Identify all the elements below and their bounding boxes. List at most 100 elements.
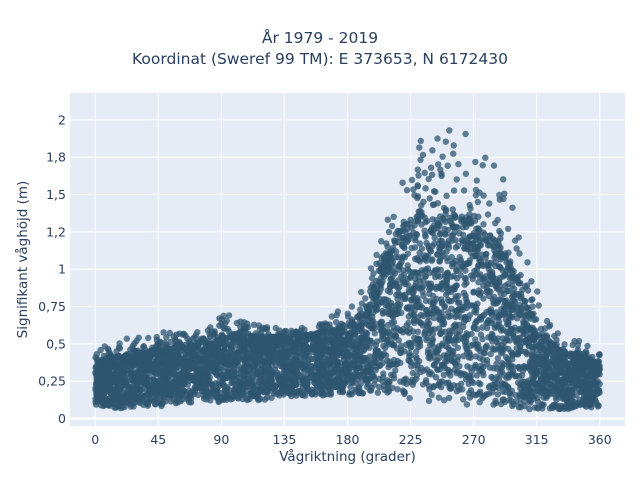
scatter-point (501, 190, 508, 197)
scatter-point (156, 347, 163, 355)
scatter-point (493, 285, 500, 292)
scatter-point (463, 330, 470, 337)
scatter-point (515, 308, 522, 315)
scatter-point (408, 176, 416, 184)
scatter-point (480, 221, 487, 228)
scatter-point (442, 273, 449, 280)
scatter-point (163, 334, 170, 341)
scatter-point (412, 218, 419, 225)
scatter-point (426, 341, 434, 349)
scatter-point (528, 278, 535, 285)
scatter-point (533, 387, 540, 395)
scatter-point (390, 213, 397, 220)
scatter-point (453, 330, 460, 338)
scatter-point (228, 387, 236, 394)
scatter-point (479, 324, 486, 331)
scatter-point (562, 351, 569, 358)
scatter-point (93, 379, 100, 387)
scatter-point (400, 243, 408, 250)
scatter-point (442, 231, 449, 238)
scatter-point (423, 257, 430, 264)
scatter-point (128, 390, 135, 397)
scatter-point (413, 354, 420, 361)
scatter-point (408, 343, 415, 350)
scatter-point (338, 320, 345, 327)
scatter-point (499, 253, 506, 261)
scatter-point (452, 295, 459, 302)
scatter-point (463, 236, 470, 244)
scatter-point (167, 391, 174, 399)
scatter-point (428, 391, 435, 399)
scatter-point (482, 154, 489, 161)
scatter-point (496, 227, 503, 235)
scatter-point (512, 392, 519, 399)
scatter-point (407, 273, 415, 280)
scatter-point (515, 363, 522, 371)
scatter-point (98, 371, 105, 378)
scatter-point (415, 172, 422, 179)
scatter-point (145, 334, 152, 342)
scatter-point (465, 349, 473, 356)
scatter-point (373, 251, 380, 259)
scatter-point (117, 404, 124, 412)
scatter-point (203, 382, 210, 389)
scatter-point (326, 386, 333, 394)
scatter-point (504, 225, 512, 233)
scatter-point (462, 170, 470, 177)
scatter-point (454, 357, 461, 364)
scatter-point (425, 242, 432, 250)
scatter-point (510, 368, 517, 375)
scatter-point (310, 340, 317, 347)
scatter-point (465, 315, 472, 323)
scatter-point (454, 242, 461, 249)
scatter-point (436, 222, 443, 230)
scatter-point (182, 332, 189, 339)
scatter-point (380, 335, 387, 342)
scatter-point (479, 394, 486, 402)
scatter-point (440, 352, 448, 359)
scatter-point (422, 185, 429, 192)
scatter-point (521, 402, 529, 410)
scatter-point (337, 330, 344, 337)
scatter-point (272, 324, 279, 332)
scatter-point (435, 161, 442, 168)
scatter-point (400, 271, 408, 278)
scatter-point (477, 348, 484, 355)
scatter-point (150, 364, 157, 371)
scatter-point (301, 337, 308, 344)
scatter-point (388, 371, 395, 378)
scatter-point (382, 296, 390, 303)
scatter-point (408, 297, 415, 304)
scatter-point (509, 204, 516, 211)
scatter-point (492, 397, 499, 404)
chart-subtitle: Koordinat (Sweref 99 TM): E 373653, N 61… (132, 50, 508, 68)
scatter-point (366, 301, 373, 308)
scatter-point (406, 395, 413, 402)
scatter-point (382, 301, 389, 309)
scatter-point (546, 380, 554, 388)
scatter-point (596, 380, 603, 388)
scatter-point (474, 391, 481, 398)
scatter-point (346, 391, 353, 398)
scatter-point (569, 341, 576, 349)
scatter-point (434, 135, 441, 142)
scatter-point (283, 373, 290, 380)
scatter-point (240, 375, 247, 382)
scatter-point (414, 194, 421, 202)
scatter-point (248, 369, 255, 377)
scatter-point (379, 265, 386, 272)
scatter-point (380, 326, 387, 334)
scatter-point (417, 311, 425, 319)
scatter-point (403, 187, 411, 194)
scatter-point (483, 289, 490, 296)
scatter-point (577, 401, 584, 408)
scatter-point (442, 138, 449, 145)
scatter-point (415, 335, 422, 342)
scatter-point (385, 228, 393, 236)
scatter-point (417, 156, 424, 163)
scatter-point (378, 354, 385, 361)
scatter-point (255, 322, 263, 329)
scatter-point (427, 164, 435, 171)
scatter-point (380, 342, 387, 350)
scatter-point (418, 245, 426, 252)
